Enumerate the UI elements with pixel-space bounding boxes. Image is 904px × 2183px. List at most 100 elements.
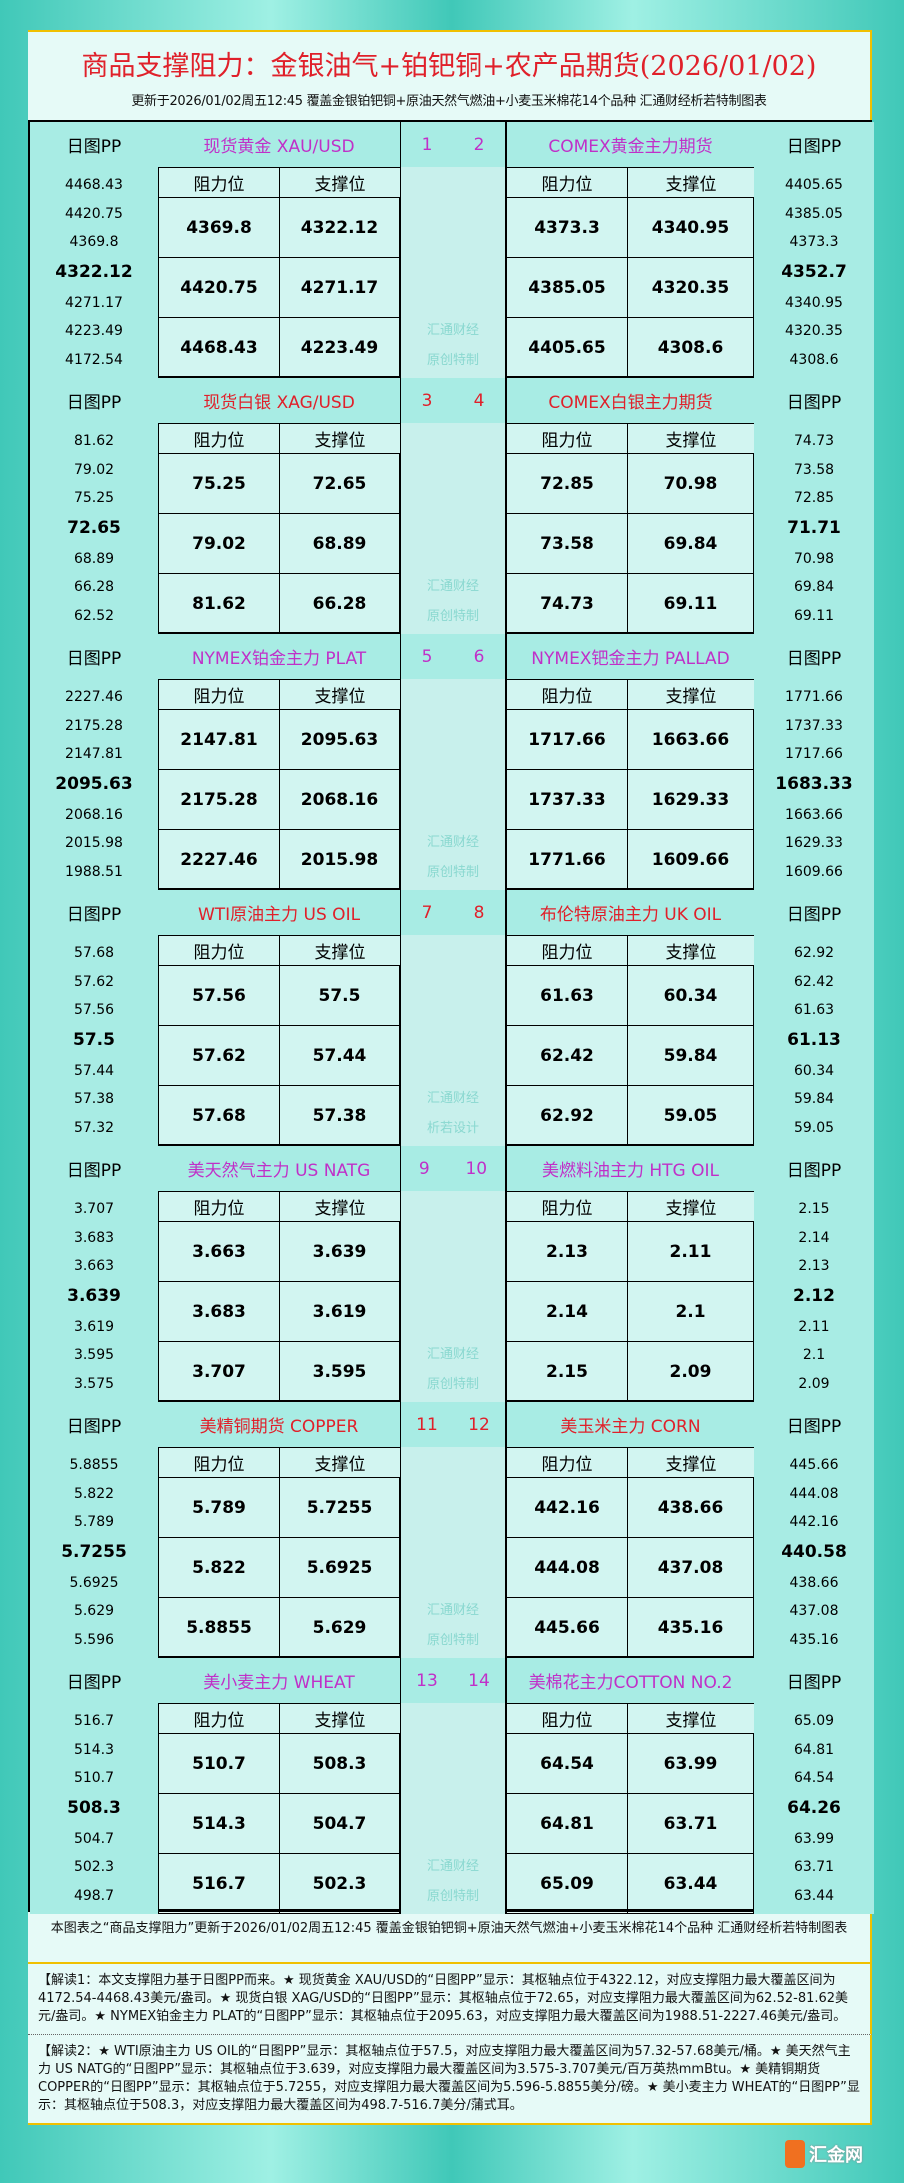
logo-icon	[785, 2140, 805, 2168]
interpretation-1: 【解读1：本文支撑阻力基于日图PP而来。★ 现货黄金 XAU/USD的“日图PP…	[28, 1964, 872, 2035]
product-number: 12	[468, 1414, 490, 1435]
commodity-block: 日图PP 美精铜期货 COPPER 11 12 美玉米主力 CORN 日图PP 5.8855…	[28, 1400, 874, 1658]
resistance-value: 64.81	[506, 1794, 627, 1854]
pp-value: 3.663	[73, 1258, 115, 1275]
resistance-value: 62.92	[506, 1086, 627, 1146]
support-value: 2015.98	[279, 830, 400, 890]
pp-value: 2068.16	[65, 806, 123, 823]
pp-value: 69.11	[793, 607, 835, 624]
support-header: 支撑位	[627, 935, 754, 966]
pp-values: 4468.43 4420.75 4369.8 4322.12 4271.17 4223.4…	[30, 167, 158, 378]
product-number: 2	[473, 134, 485, 155]
pp-label: 日图PP	[754, 634, 874, 679]
pp-value: 4468.43	[65, 177, 123, 194]
support-value: 4340.95	[627, 198, 754, 258]
resistance-header: 阻力位	[158, 1703, 279, 1734]
pp-value: 444.08	[789, 1485, 839, 1502]
pivot-value: 1683.33	[775, 774, 853, 795]
support-header: 支撑位	[279, 1191, 400, 1222]
pp-value: 4369.8	[69, 234, 119, 251]
pp-value: 72.85	[793, 490, 835, 507]
resistance-value: 2.15	[506, 1342, 627, 1402]
support-value: 59.84	[627, 1026, 754, 1086]
pp-value: 57.44	[73, 1062, 115, 1079]
pp-value: 4385.05	[785, 205, 843, 222]
support-value: 2095.63	[279, 710, 400, 770]
watermark: 汇通财经 原创特制	[400, 679, 506, 890]
pp-value: 5.6925	[69, 1574, 119, 1591]
support-value: 2068.16	[279, 770, 400, 830]
watermark-text: 析若设计	[426, 1121, 479, 1136]
resistance-value: 3.683	[158, 1282, 279, 1342]
support-value: 63.71	[627, 1794, 754, 1854]
support-value: 69.11	[627, 574, 754, 634]
pp-value: 60.34	[793, 1062, 835, 1079]
pp-value: 2.14	[798, 1229, 830, 1246]
product-number: 5	[421, 646, 433, 667]
pp-value: 3.683	[73, 1229, 115, 1246]
pp-value: 3.575	[73, 1375, 115, 1392]
support-value: 4223.49	[279, 318, 400, 378]
watermark: 汇通财经 原创特制	[400, 1447, 506, 1658]
support-value: 2.1	[627, 1282, 754, 1342]
product-name: 现货黄金 XAU/USD	[158, 122, 400, 167]
pp-value: 3.595	[73, 1347, 115, 1364]
pivot-value: 2095.63	[55, 774, 133, 795]
pp-values: 2.15 2.14 2.13 2.12 2.11 2.1 2.09	[754, 1191, 874, 1402]
support-value: 4271.17	[279, 258, 400, 318]
pp-value: 59.05	[793, 1119, 835, 1136]
pp-value: 66.28	[73, 579, 115, 596]
pp-value: 68.89	[73, 550, 115, 567]
support-value: 5.6925	[279, 1538, 400, 1598]
resistance-header: 阻力位	[506, 1703, 627, 1734]
resistance-value: 57.62	[158, 1026, 279, 1086]
resistance-header: 阻力位	[158, 423, 279, 454]
resistance-value: 1717.66	[506, 710, 627, 770]
pp-value: 57.56	[73, 1002, 115, 1019]
product-number: 1	[421, 134, 433, 155]
pp-label: 日图PP	[754, 1146, 874, 1191]
resistance-value: 2175.28	[158, 770, 279, 830]
product-numbers: 9 10	[400, 1146, 506, 1191]
pp-values: 74.73 73.58 72.85 71.71 70.98 69.84 69.11	[754, 423, 874, 634]
pp-values: 62.92 62.42 61.63 61.13 60.34 59.84 59.05	[754, 935, 874, 1146]
pivot-value: 508.3	[67, 1798, 121, 1819]
product-name: 布伦特原油主力 UK OIL	[506, 890, 754, 935]
product-number: 13	[416, 1670, 438, 1691]
pp-value: 62.52	[73, 607, 115, 624]
product-name: 美棉花主力COTTON NO.2	[506, 1658, 754, 1703]
watermark-text: 汇通财经	[426, 1091, 479, 1106]
commodity-table: 日图PP 现货黄金 XAU/USD 1 2 COMEX黄金主力期货 日图PP 4468.43…	[28, 120, 874, 1914]
support-value: 1663.66	[627, 710, 754, 770]
support-header: 支撑位	[627, 1191, 754, 1222]
support-value: 5.7255	[279, 1478, 400, 1538]
support-value: 2.11	[627, 1222, 754, 1282]
pp-value: 65.09	[793, 1713, 835, 1730]
resistance-value: 1771.66	[506, 830, 627, 890]
pivot-value: 5.7255	[61, 1542, 127, 1563]
support-value: 72.65	[279, 454, 400, 514]
support-value: 1609.66	[627, 830, 754, 890]
support-value: 438.66	[627, 1478, 754, 1538]
site-logo: 汇金网	[785, 2140, 863, 2168]
support-value: 57.5	[279, 966, 400, 1026]
logo-text: 汇金网	[809, 2145, 863, 2166]
commodity-block: 日图PP 美天然气主力 US NATG 9 10 美燃料油主力 HTG OIL 日图PP 3…	[28, 1144, 874, 1402]
pp-value: 70.98	[793, 550, 835, 567]
product-name: 美天然气主力 US NATG	[158, 1146, 400, 1191]
pp-value: 438.66	[789, 1574, 839, 1591]
product-name: 美燃料油主力 HTG OIL	[506, 1146, 754, 1191]
support-value: 57.38	[279, 1086, 400, 1146]
resistance-value: 62.42	[506, 1026, 627, 1086]
pp-value: 2.13	[798, 1258, 830, 1275]
pp-label: 日图PP	[30, 890, 158, 935]
pp-value: 79.02	[73, 461, 115, 478]
pp-label: 日图PP	[754, 1658, 874, 1703]
product-number: 11	[416, 1414, 438, 1435]
pp-value: 1629.33	[785, 835, 843, 852]
product-name: COMEX黄金主力期货	[506, 122, 754, 167]
pivot-value: 4352.7	[781, 262, 847, 283]
product-name: COMEX白银主力期货	[506, 378, 754, 423]
pp-value: 502.3	[73, 1859, 115, 1876]
